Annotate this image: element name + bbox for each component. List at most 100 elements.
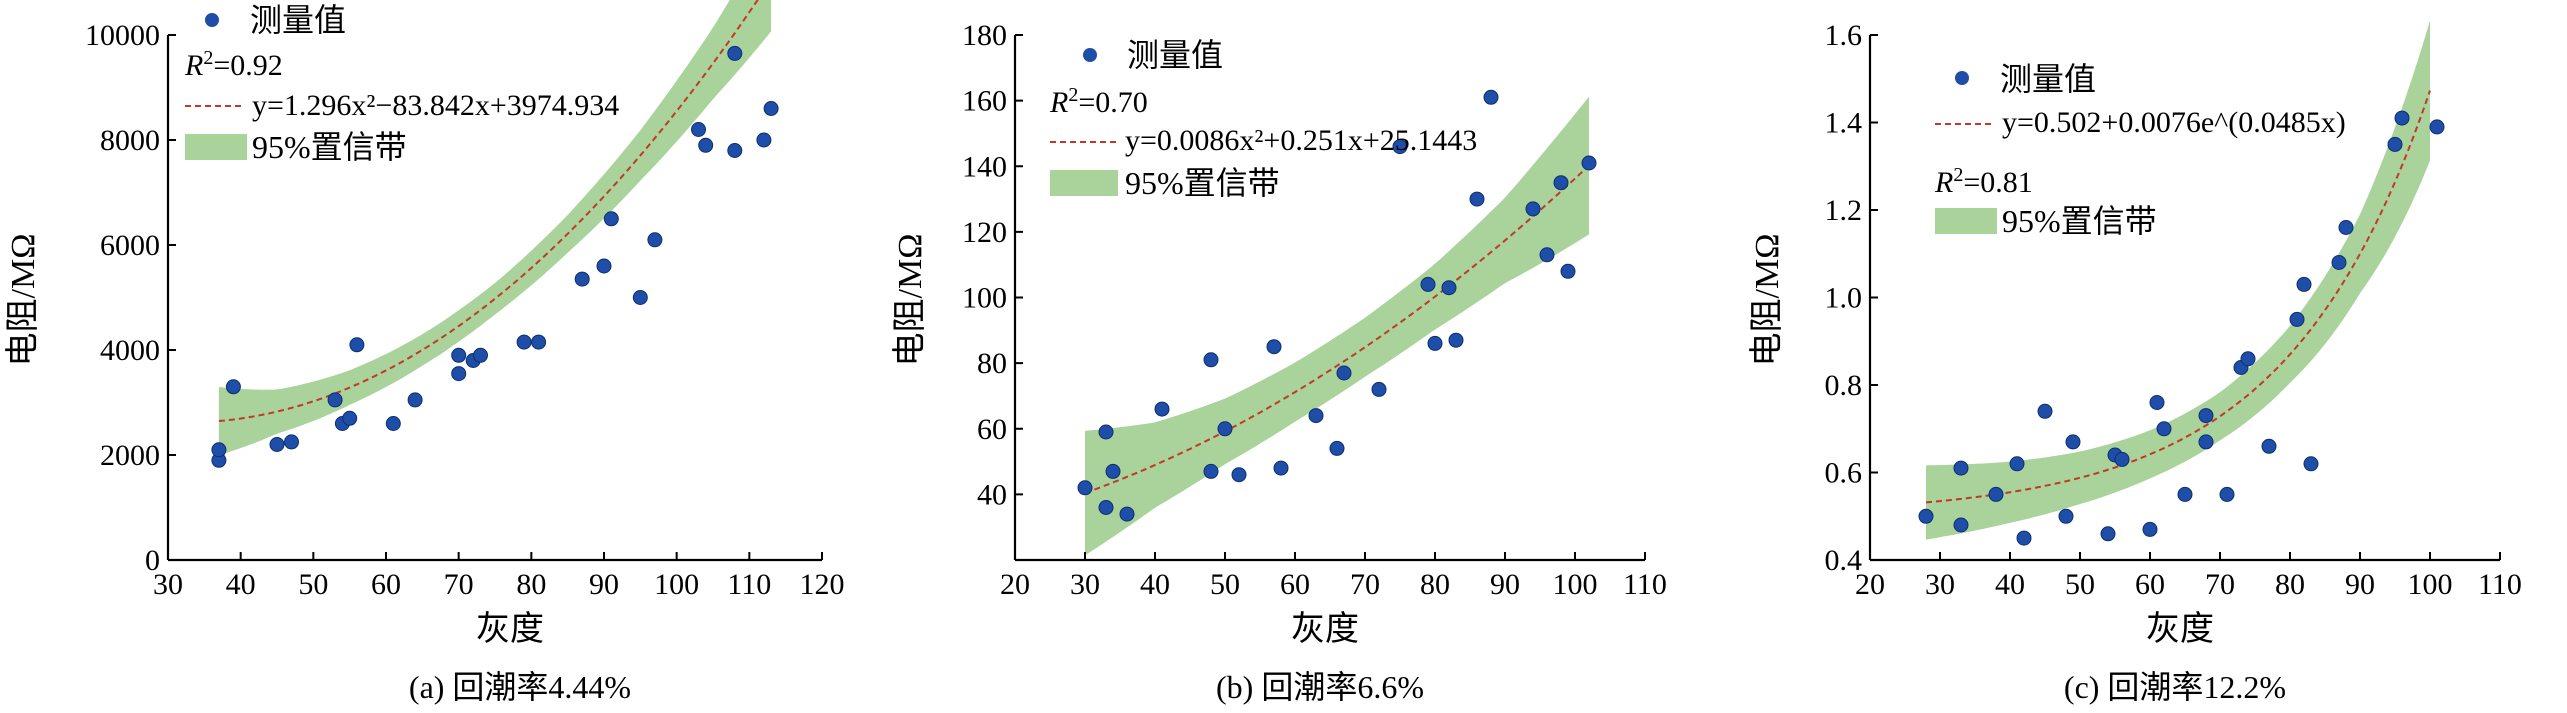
x-tick-label-c: 70 [2205, 568, 2235, 601]
x-tick-label-c: 80 [2275, 568, 2305, 601]
x-axis-label-c: 灰度 [2146, 610, 2214, 648]
data-point-a [516, 334, 532, 350]
data-point-c [1953, 517, 1969, 533]
data-point-b [1308, 408, 1324, 424]
confidence-band-c [1926, 20, 2430, 540]
x-tick-label-c: 60 [2135, 568, 2165, 601]
data-point-c [2016, 530, 2032, 546]
legend-label-measured-c: 测量值 [2000, 61, 2096, 97]
data-point-c [2261, 438, 2277, 454]
x-tick-label-c: 20 [1855, 568, 1885, 601]
data-point-a [763, 101, 779, 116]
data-point-b [1203, 463, 1219, 479]
x-tick-label-b: 70 [1350, 568, 1380, 601]
x-tick-label-c: 30 [1925, 568, 1955, 601]
data-point-c [1953, 460, 1969, 476]
data-point-b [1119, 506, 1135, 522]
data-point-c [2058, 508, 2074, 524]
y-tick-label-a: 10000 [85, 19, 160, 52]
x-tick-label-a: 100 [654, 568, 699, 601]
legend-b: 测量值 R2=0.70 y=0.0086x²+0.251x+25.1443 95… [1049, 37, 1477, 201]
data-point-b [1154, 401, 1170, 417]
legend-marker-measured-a [205, 13, 219, 27]
x-tick-label-a: 120 [800, 568, 845, 601]
x-tick-label-b: 60 [1280, 568, 1310, 601]
data-point-a [596, 258, 612, 274]
data-point-c [2149, 395, 2165, 410]
data-point-b [1483, 89, 1499, 105]
data-point-c [2289, 311, 2305, 327]
data-point-a [385, 416, 401, 431]
data-point-b [1098, 424, 1114, 440]
equation-label-b: y=0.0086x²+0.251x+25.1443 [1125, 124, 1477, 157]
x-tick-label-c: 50 [2065, 568, 2095, 601]
data-point-a [269, 437, 285, 452]
data-point-a [727, 143, 743, 158]
data-point-b [1441, 280, 1457, 296]
data-point-c [2009, 456, 2025, 472]
legend-marker-measured-c [1955, 71, 1969, 85]
data-point-c [2303, 456, 2319, 472]
fit-curve-a [218, 0, 759, 422]
data-point-a [473, 347, 488, 363]
y-tick-label-b: 140 [962, 150, 1007, 183]
data-point-a [349, 337, 365, 353]
data-point-c [2177, 486, 2193, 502]
y-axis-label-a: 电阻/MΩ [4, 234, 42, 367]
data-point-a [451, 366, 467, 382]
x-axis-label-b: 灰度 [1291, 610, 1359, 648]
data-point-b [1098, 500, 1114, 515]
r2-value-a: = [213, 49, 230, 82]
equation-label-a: y=1.296x²−83.842x+3974.934 [252, 89, 619, 122]
data-point-a [342, 410, 358, 426]
data-point-b [1469, 191, 1485, 207]
y-axis-label-c: 电阻/MΩ [1748, 234, 1786, 367]
data-point-c [2142, 521, 2158, 537]
data-point-b [1329, 440, 1345, 456]
data-point-c [1918, 508, 1934, 524]
data-point-a [698, 137, 714, 153]
data-point-c [2394, 110, 2410, 126]
chart-panel-c: 20 30 40 50 60 70 80 90 100 110 0.4 0.6 0.8 1.0 1.2 1.4… [1748, 19, 2522, 705]
axes-a [166, 35, 822, 562]
confidence-band-b [1085, 96, 1589, 556]
y-tick-label-a: 0 [145, 544, 160, 577]
y-tick-label-a: 8000 [100, 124, 160, 157]
points-c [1918, 110, 2445, 546]
confidence-band-shape-b [1085, 96, 1589, 556]
data-point-b [1077, 480, 1093, 496]
x-tick-label-b: 20 [1000, 568, 1030, 601]
data-point-b [1525, 201, 1541, 217]
x-tick-label-a: 70 [444, 568, 474, 601]
caption-b: (b) 回潮率6.6% [1216, 669, 1424, 705]
data-point-b [1371, 381, 1387, 397]
data-point-c [2240, 351, 2256, 367]
x-tick-label-c: 100 [2408, 568, 2453, 601]
data-point-a [603, 211, 619, 227]
x-tick-label-a: 60 [371, 568, 401, 601]
data-point-b [1273, 460, 1289, 476]
y-tick-label-a: 6000 [100, 229, 160, 262]
y-tick-label-b: 40 [977, 478, 1007, 511]
x-tick-label-b: 40 [1140, 568, 1170, 601]
y-tick-label-c: 1.6 [1825, 19, 1863, 52]
y-tick-label-c: 0.8 [1825, 369, 1863, 402]
y-tick-label-c: 1.0 [1825, 282, 1863, 315]
data-point-a [211, 442, 227, 458]
data-point-a [574, 271, 590, 287]
data-point-c [2156, 421, 2172, 437]
y-tick-label-c: 1.4 [1825, 107, 1863, 140]
y-tick-label-c: 0.4 [1825, 544, 1863, 577]
y-tick-label-b: 180 [962, 19, 1007, 52]
y-tick-label-b: 100 [962, 282, 1007, 315]
data-point-b [1217, 421, 1233, 437]
legend-label-measured-b: 测量值 [1127, 37, 1223, 73]
data-point-a [727, 45, 743, 61]
x-tick-label-a: 40 [226, 568, 256, 601]
r2-label-b: R2=0.70 [1049, 84, 1148, 119]
data-point-c [2065, 434, 2081, 450]
x-tick-label-b: 50 [1210, 568, 1240, 601]
legend-marker-band-b [1050, 170, 1118, 196]
ticks-a: 30 40 50 60 70 80 90 100 110 120 0 2000 4000 6000 8000… [85, 19, 845, 601]
ticks-c: 20 30 40 50 60 70 80 90 100 110 0.4 0.6 0.8 1.0 1.2 1.4… [1825, 19, 2522, 601]
